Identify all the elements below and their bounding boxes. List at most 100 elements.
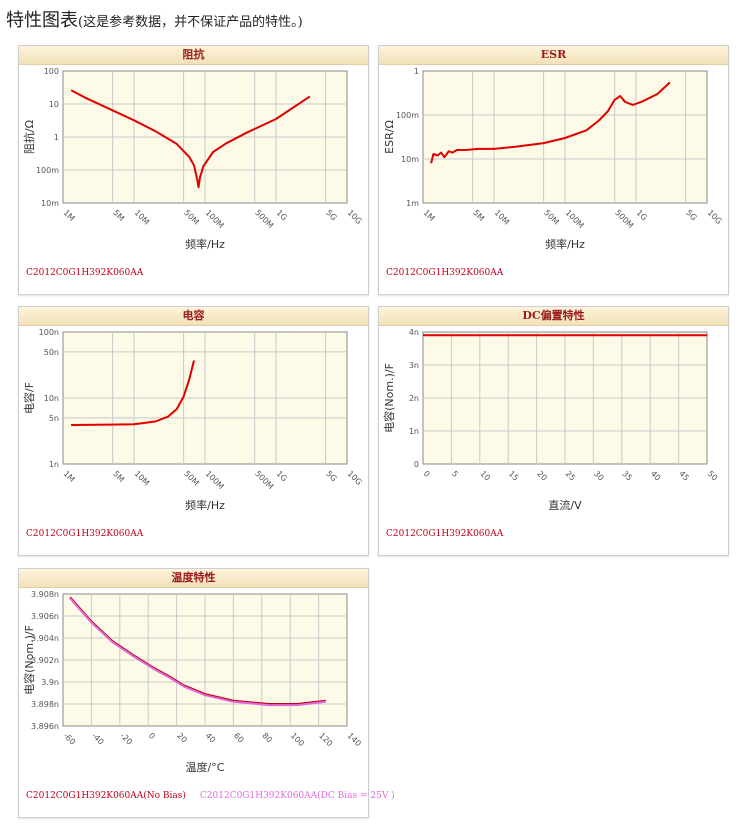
x-tick-label: 45 xyxy=(677,469,691,483)
x-tick-label: 1G xyxy=(275,208,289,222)
x-tick-label: 1M xyxy=(422,208,437,223)
y-axis-label: 阻抗/Ω xyxy=(22,120,36,154)
x-tick-label: 10G xyxy=(346,469,364,487)
y-axis-label: ESR/Ω xyxy=(383,120,396,154)
y-tick-label: 10n xyxy=(44,394,59,403)
y-tick-label: 100n xyxy=(39,328,59,337)
part-number-label: C2012C0G1H392K060AA xyxy=(386,529,517,539)
x-tick-label: 140 xyxy=(346,731,363,748)
y-tick-label: 3.906n xyxy=(31,612,59,621)
series-line-1 xyxy=(70,89,311,189)
chart-header: 电容 xyxy=(19,307,368,326)
x-tick-label: 1M xyxy=(62,469,77,484)
x-axis-label: 温度/°C xyxy=(186,760,225,774)
x-tick-label: 100M xyxy=(564,208,586,230)
chart-panel-dc-bias: DC偏置特性 0 5 10 15 20 25 30 35 40 45 50 0 1n 2n 3n 4n 直流/V… xyxy=(378,306,729,556)
x-tick-label: 10G xyxy=(706,208,724,226)
esr-chart: 1M 5M 10M 50M 100M 500M 1G 5G 10G 1m 10m 100m 1 频率/Hz… xyxy=(383,67,724,251)
x-tick-label: 10M xyxy=(133,469,152,488)
temperature-chart: -60 -40 -20 0 20 40 60 80 100 120 140 3.896n 3.898n 3… xyxy=(22,590,363,774)
series-label: C2012C0G1H392K060AA(No Bias) xyxy=(26,791,186,801)
y-tick-label: 100m xyxy=(36,166,59,175)
impedance-chart: 1M 5M 10M 50M 100M 500M 1G 5G 10G 10m 100m 1 10 100 频率… xyxy=(22,67,364,251)
x-tick-label: 5G xyxy=(324,469,338,483)
x-tick-label: 120 xyxy=(317,731,334,748)
series-line-1 xyxy=(71,360,195,426)
part-number-label: C2012C0G1H392K060AA xyxy=(386,268,517,278)
x-tick-label: 60 xyxy=(232,731,246,745)
chart-panel-esr: ESR 1M 5M 10M 50M 100M 500M 1G 5G 10G 1m 10m 100m 1 频… xyxy=(378,45,729,295)
series-line-1 xyxy=(430,81,671,164)
x-tick-label: 25 xyxy=(564,469,578,483)
y-tick-label: 100 xyxy=(44,67,59,76)
x-axis-label: 频率/Hz xyxy=(185,498,225,512)
x-tick-label: 1M xyxy=(62,208,77,223)
x-axis-label: 频率/Hz xyxy=(185,237,225,251)
x-tick-label: 50M xyxy=(182,469,201,488)
x-tick-label: -20 xyxy=(118,731,134,747)
x-tick-label: 100M xyxy=(204,208,226,230)
chart-header: 温度特性 xyxy=(19,569,368,588)
y-tick-label: 4n xyxy=(409,328,419,337)
x-tick-label: 5M xyxy=(471,208,486,223)
y-tick-label: 3.896n xyxy=(31,722,59,731)
y-tick-label: 0 xyxy=(414,460,419,469)
y-tick-label: 1m xyxy=(406,199,419,208)
y-tick-label: 3.902n xyxy=(31,656,59,665)
y-tick-label: 1n xyxy=(49,460,59,469)
y-axis-label: 电容(Nom.)/F xyxy=(22,625,36,695)
x-tick-label: 20 xyxy=(535,469,549,483)
chart-panel-capacitance: 电容 1M 5M 10M 50M 100M 500M 1G 5G 10G 1n 5n 10n 50n 10… xyxy=(18,306,369,556)
x-tick-label: 20 xyxy=(175,731,189,745)
y-tick-label: 10m xyxy=(401,155,419,164)
capacitance-chart: 1M 5M 10M 50M 100M 500M 1G 5G 10G 1n 5n 10n 50n 100n 频… xyxy=(22,328,364,512)
page-title: 特性图表(这是参考数据，并不保证产品的特性。) xyxy=(6,6,303,32)
x-axis-label: 频率/Hz xyxy=(545,237,585,251)
part-number-label: C2012C0G1H392K060AA xyxy=(26,268,157,278)
part-number-label: C2012C0G1H392K060AA xyxy=(26,529,157,539)
x-tick-label: -40 xyxy=(90,731,106,747)
y-tick-label: 10 xyxy=(49,100,59,109)
x-tick-label: 500M xyxy=(613,208,635,230)
chart-header: ESR xyxy=(379,46,728,65)
x-tick-label: 10 xyxy=(478,469,492,483)
x-tick-label: 5M xyxy=(111,208,126,223)
chart-header: DC偏置特性 xyxy=(379,307,728,326)
x-tick-label: 0 xyxy=(147,731,157,741)
x-tick-label: 30 xyxy=(592,469,606,483)
y-tick-label: 3n xyxy=(409,361,419,370)
chart-header: 阻抗 xyxy=(19,46,368,65)
y-tick-label: 5n xyxy=(49,414,59,423)
x-tick-label: 5G xyxy=(324,208,338,222)
x-tick-label: 100M xyxy=(204,469,226,491)
x-tick-label: 50 xyxy=(706,469,720,483)
chart-panel-temperature: 温度特性 -60 -40 -20 0 20 40 60 80 100 120 140 3.896n 3.… xyxy=(18,568,395,818)
x-tick-label: 5 xyxy=(450,469,460,479)
y-tick-label: 50n xyxy=(44,348,59,357)
x-tick-label: 35 xyxy=(620,469,634,483)
series-label-2: C2012C0G1H392K060AA(DC Bias = 25V ) xyxy=(199,791,395,801)
y-tick-label: 3.9n xyxy=(41,678,59,687)
x-axis-label: 直流/V xyxy=(548,498,582,512)
series-label: C2012C0G1H392K060AA xyxy=(386,529,504,539)
x-tick-label: 80 xyxy=(260,731,274,745)
x-tick-label: -60 xyxy=(62,731,78,747)
page-title-text: 特性图表 xyxy=(6,10,78,31)
series-label: C2012C0G1H392K060AA xyxy=(386,268,504,278)
x-tick-label: 0 xyxy=(422,469,432,479)
y-tick-label: 3.904n xyxy=(31,634,59,643)
x-tick-label: 1G xyxy=(275,469,289,483)
dc-bias-chart: 0 5 10 15 20 25 30 35 40 45 50 0 1n 2n 3n 4n 直流/V 电容(Nom.… xyxy=(382,328,720,512)
x-tick-label: 1G xyxy=(635,208,649,222)
x-tick-label: 40 xyxy=(649,469,663,483)
x-tick-label: 50M xyxy=(542,208,561,227)
y-tick-label: 3.908n xyxy=(31,590,59,599)
part-number-label: C2012C0G1H392K060AA(No Bias) C2012C0G1H39… xyxy=(26,791,395,801)
y-tick-label: 2n xyxy=(409,394,419,403)
y-tick-label: 10m xyxy=(41,199,59,208)
x-tick-label: 500M xyxy=(253,469,275,491)
y-tick-label: 1 xyxy=(54,133,59,142)
series-line-2 xyxy=(69,597,326,707)
y-tick-label: 3.898n xyxy=(31,700,59,709)
x-tick-label: 50M xyxy=(182,208,201,227)
